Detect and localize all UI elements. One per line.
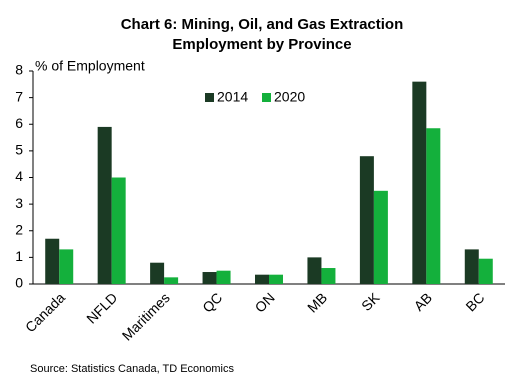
bar xyxy=(478,258,493,284)
bar xyxy=(464,249,479,284)
y-axis-label: % of Employment xyxy=(35,58,145,74)
bar xyxy=(164,277,179,284)
x-tick-label: SK xyxy=(358,289,383,314)
legend-swatch xyxy=(205,93,214,102)
x-tick-label: Canada xyxy=(22,289,68,335)
x-tick-label: BC xyxy=(462,289,487,314)
x-tick-label: ON xyxy=(252,289,278,315)
bar xyxy=(269,274,283,284)
chart-title: Chart 6: Mining, Oil, and Gas Extraction xyxy=(121,16,404,33)
bar xyxy=(321,268,336,284)
y-tick-label: 5 xyxy=(15,142,23,158)
bar xyxy=(202,272,217,284)
x-tick-label: Maritimes xyxy=(119,289,173,343)
bar xyxy=(97,126,112,284)
bar xyxy=(111,177,126,284)
bar xyxy=(59,249,74,284)
y-tick-label: 8 xyxy=(15,62,23,78)
x-tick-label: QC xyxy=(199,289,225,315)
y-tick-label: 3 xyxy=(15,195,23,211)
legend-swatch xyxy=(262,93,271,102)
bar xyxy=(412,81,427,285)
x-tick-label: MB xyxy=(304,289,330,315)
bar xyxy=(45,238,60,284)
y-tick-label: 1 xyxy=(15,248,23,264)
bar xyxy=(216,270,231,284)
y-tick-label: 6 xyxy=(15,115,23,131)
bar xyxy=(373,190,388,284)
bar xyxy=(150,262,165,284)
y-tick-label: 7 xyxy=(15,88,23,104)
x-tick-label: NFLD xyxy=(83,289,120,326)
y-tick-label: 4 xyxy=(15,168,23,184)
source-note: Source: Statistics Canada, TD Economics xyxy=(30,363,234,375)
bar xyxy=(307,257,322,284)
bar xyxy=(255,274,269,284)
y-tick-label: 2 xyxy=(15,221,23,237)
y-tick-label: 0 xyxy=(15,275,23,291)
legend-label: 2020 xyxy=(274,89,305,105)
x-tick-label: AB xyxy=(411,289,436,314)
bar xyxy=(426,128,441,284)
bar xyxy=(359,156,374,284)
legend-label: 2014 xyxy=(217,89,248,105)
chart-title: Employment by Province xyxy=(172,36,351,53)
